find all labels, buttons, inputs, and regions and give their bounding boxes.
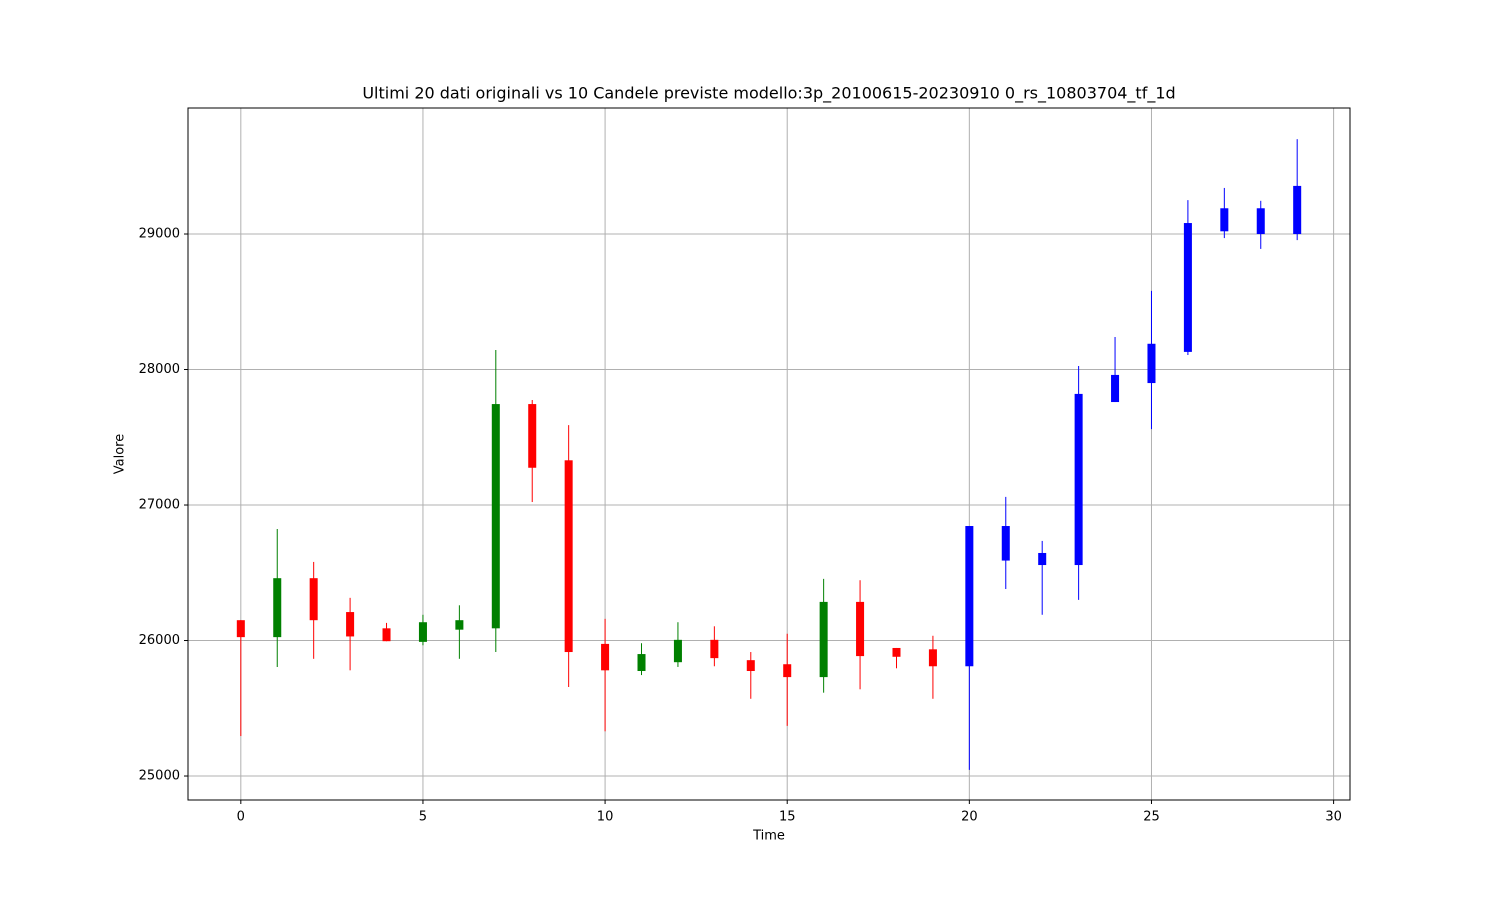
candle-body <box>1256 208 1265 235</box>
candle-body <box>309 578 318 621</box>
candle-body <box>491 404 500 629</box>
x-tick-label: 25 <box>1143 810 1160 825</box>
x-tick-label: 5 <box>419 810 427 825</box>
x-tick-label: 15 <box>779 810 796 825</box>
x-tick-label: 30 <box>1325 810 1342 825</box>
candle-body <box>783 664 792 678</box>
candle-body <box>856 601 865 657</box>
candle-body <box>1293 185 1302 235</box>
x-tick-label: 0 <box>237 810 245 825</box>
candle-body <box>710 639 719 659</box>
candle-body <box>346 612 355 637</box>
x-axis-label: Time <box>752 829 785 844</box>
candle-body <box>965 526 974 667</box>
candle-body <box>236 620 245 638</box>
candle-body <box>892 647 901 657</box>
candle-body <box>1183 223 1192 352</box>
candle-body <box>528 404 537 468</box>
candle-body <box>1111 374 1120 403</box>
candle-body <box>673 639 682 663</box>
candle-body <box>382 628 391 642</box>
candle-body <box>418 622 427 642</box>
candle-body <box>455 620 464 630</box>
candle-body <box>601 643 610 671</box>
candle-body <box>1001 526 1010 561</box>
plot-frame <box>187 107 1351 801</box>
y-tick-label: 28000 <box>139 362 180 377</box>
y-tick-label: 25000 <box>139 769 180 784</box>
candle-body <box>1147 343 1156 384</box>
candle-body <box>273 578 282 638</box>
y-tick-label: 27000 <box>139 498 180 513</box>
candle-body <box>637 654 646 672</box>
candle-body <box>1074 393 1083 566</box>
y-tick-label: 26000 <box>139 633 180 648</box>
chart-title: Ultimi 20 dati originali vs 10 Candele p… <box>362 84 1175 104</box>
candle-body <box>819 601 828 678</box>
candle-body <box>1038 552 1047 566</box>
candle-body <box>928 649 937 667</box>
candle-body <box>1220 208 1229 232</box>
x-tick-label: 20 <box>961 810 978 825</box>
candle-body <box>564 460 573 653</box>
y-tick-label: 29000 <box>139 227 180 242</box>
x-tick-label: 10 <box>597 810 614 825</box>
y-axis-label: Valore <box>113 434 128 474</box>
candle-body <box>746 660 755 672</box>
